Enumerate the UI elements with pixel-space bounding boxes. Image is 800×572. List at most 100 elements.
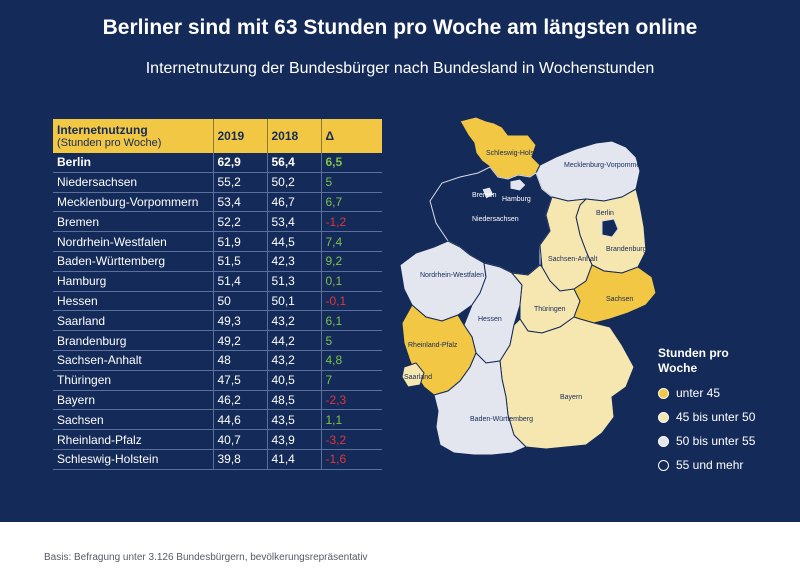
value-2018-cell: 48,5	[267, 389, 322, 410]
map-label-bremen: Bremen	[472, 192, 497, 199]
legend-item: 45 bis unter 50	[658, 410, 755, 424]
header-2019: 2019	[213, 119, 268, 153]
header-delta: Δ	[321, 119, 382, 153]
value-2018-cell: 43,2	[267, 349, 322, 371]
legend-item: 50 bis unter 55	[658, 434, 755, 448]
value-2019-cell: 48	[213, 349, 268, 371]
legend-label: 55 und mehr	[676, 458, 744, 472]
value-2019-cell: 62,9	[213, 153, 268, 173]
delta-cell: 7	[321, 369, 382, 391]
map-legend: Stunden pro Woche unter 45 45 bis unter 5…	[658, 346, 755, 472]
legend-swatch	[658, 387, 669, 399]
map-label-berlin: Berlin	[596, 210, 614, 217]
value-2018-cell: 43,2	[267, 310, 322, 331]
legend-swatch	[658, 435, 669, 447]
value-2018-cell: 41,4	[267, 448, 322, 470]
table-header-row: Internetnutzung (Stunden pro Woche) 2019…	[53, 119, 382, 153]
value-2018-cell: 42,3	[267, 250, 322, 272]
table-row: Hessen 50 50,1 -0,1	[53, 290, 382, 311]
value-2019-cell: 49,3	[213, 310, 268, 331]
header-label-sub: (Stunden pro Woche)	[57, 137, 162, 149]
value-2019-cell: 51,5	[213, 250, 268, 272]
value-2019-cell: 44,6	[213, 409, 268, 430]
value-2018-cell: 50,1	[267, 290, 322, 311]
value-2018-cell: 56,4	[267, 153, 322, 173]
delta-cell: 9,2	[321, 250, 382, 272]
value-2018-cell: 43,9	[267, 429, 322, 450]
state-cell: Berlin	[53, 153, 214, 173]
state-cell: Thüringen	[53, 369, 214, 391]
delta-cell: 6,5	[325, 155, 343, 170]
legend-item: 55 und mehr	[658, 458, 755, 472]
table-row: Niedersachsen 55,2 50,2 5	[53, 171, 382, 193]
state-cell: Hamburg	[53, 270, 214, 292]
map-label-baden-wuerttemberg: Baden-Württemberg	[470, 416, 533, 423]
table-row: Bayern 46,2 48,5 -2,3	[53, 389, 382, 410]
state-cell: Schleswig-Holstein	[53, 448, 214, 470]
map-label-mecklenburg-vorpommern: Mecklenburg-Vorpommern	[564, 162, 647, 169]
table-row: Bremen 52,2 53,4 -1,2	[53, 211, 382, 232]
map-label-thueringen: Thüringen	[534, 306, 566, 313]
map-state-mecklenburg-vorpommern	[535, 140, 641, 202]
map-state-schleswig-holstein	[459, 116, 541, 180]
state-cell: Mecklenburg-Vorpommern	[53, 191, 214, 212]
legend-title: Stunden pro Woche	[658, 346, 729, 375]
delta-cell: -1,6	[321, 448, 382, 470]
delta-cell: -0,1	[321, 290, 382, 311]
value-2019-cell: 46,2	[213, 389, 268, 410]
value-2019-cell: 51,4	[213, 270, 268, 292]
table-row: Berlin 62,9 56,4 6,5	[53, 153, 382, 173]
value-2019-cell: 52,2	[213, 211, 268, 232]
header-label: Internetnutzung (Stunden pro Woche)	[53, 119, 214, 153]
chart-subtitle: Internetnutzung der Bundesbürger nach Bu…	[145, 60, 655, 77]
map-state-bayern	[499, 316, 635, 450]
state-cell: Rheinland-Pfalz	[53, 429, 214, 450]
footer-note: Basis: Befragung unter 3.126 Bundesbürge…	[44, 552, 368, 563]
value-2019-cell: 40,7	[213, 429, 268, 450]
value-2018-cell: 40,5	[267, 369, 322, 391]
germany-map: Schleswig-Holstein Mecklenburg-Vorpommer…	[399, 116, 657, 456]
state-cell: Saarland	[53, 310, 214, 331]
value-2018-cell: 51,3	[267, 270, 322, 292]
table-row: Baden-Württemberg 51,5 42,3 9,2	[53, 250, 382, 272]
table-row: Schleswig-Holstein 39,8 41,4 -1,6	[53, 448, 382, 470]
state-cell: Sachsen-Anhalt	[53, 349, 214, 371]
state-cell: Nordrhein-Westfalen	[53, 231, 214, 252]
map-state-bremen	[481, 186, 495, 200]
state-cell: Brandenburg	[53, 330, 214, 351]
map-label-bayern: Bayern	[560, 394, 582, 401]
state-cell: Bremen	[53, 211, 214, 232]
map-label-nordrhein-westfalen: Nordrhein-Westfalen	[420, 272, 484, 279]
map-label-brandenburg: Brandenburg	[606, 246, 647, 253]
legend-swatch	[658, 459, 669, 471]
value-2018-cell: 46,7	[267, 191, 322, 212]
state-cell: Niedersachsen	[53, 171, 214, 193]
delta-cell: 4,8	[321, 349, 382, 371]
legend-item: unter 45	[658, 386, 755, 400]
header-2018: 2018	[267, 119, 322, 153]
value-2018-cell: 53,4	[267, 211, 322, 232]
map-label-saarland: Saarland	[404, 374, 432, 381]
map-label-hessen: Hessen	[478, 316, 502, 323]
value-2019-cell: 55,2	[213, 171, 268, 193]
value-2019-cell: 51,9	[213, 231, 268, 252]
map-label-sachsen: Sachsen	[606, 296, 633, 303]
state-cell: Baden-Württemberg	[53, 250, 214, 272]
legend-label: 45 bis unter 50	[676, 410, 756, 424]
table-row: Saarland 49,3 43,2 6,1	[53, 310, 382, 331]
delta-cell: 0,1	[321, 270, 382, 292]
delta-cell: 6,1	[321, 310, 382, 331]
table-row: Brandenburg 49,2 44,2 5	[53, 330, 382, 351]
delta-cell: -1,2	[321, 211, 382, 232]
delta-cell: -2,3	[321, 389, 382, 410]
delta-cell: 5	[321, 330, 382, 351]
value-2019-cell: 47,5	[213, 369, 268, 391]
value-2018-cell: 43,5	[267, 409, 322, 430]
map-label-sachsen-anhalt: Sachsen-Anhalt	[548, 256, 597, 263]
table-row: Sachsen-Anhalt 48 43,2 4,8	[53, 349, 382, 371]
table-row: Hamburg 51,4 51,3 0,1	[53, 270, 382, 292]
map-state-berlin	[601, 218, 619, 238]
chart-title: Berliner sind mit 63 Stunden pro Woche a…	[102, 16, 698, 39]
legend-swatch	[658, 411, 669, 423]
value-2019-cell: 39,8	[213, 448, 268, 470]
